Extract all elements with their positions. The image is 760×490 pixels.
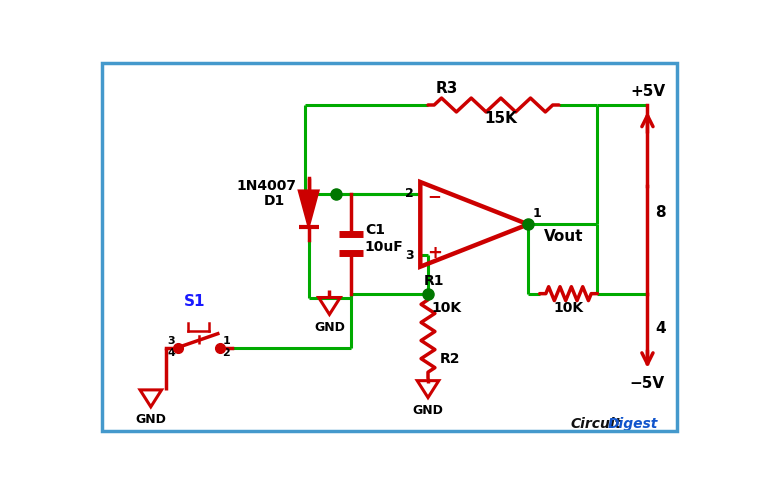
Text: Digest: Digest bbox=[607, 417, 658, 431]
Text: 1: 1 bbox=[223, 336, 230, 345]
Text: 1N4007: 1N4007 bbox=[236, 179, 296, 193]
Text: 4: 4 bbox=[655, 321, 666, 336]
Text: 15K: 15K bbox=[485, 111, 518, 126]
Text: 10K: 10K bbox=[553, 300, 583, 315]
Text: 4: 4 bbox=[168, 348, 176, 358]
Text: 2: 2 bbox=[223, 348, 230, 358]
Text: GND: GND bbox=[314, 320, 345, 334]
Text: 10uF: 10uF bbox=[365, 241, 404, 254]
Text: Circuit: Circuit bbox=[571, 417, 622, 431]
Text: 1: 1 bbox=[533, 207, 541, 220]
Text: −5V: −5V bbox=[630, 376, 665, 391]
Text: R1: R1 bbox=[424, 273, 445, 288]
Text: 3: 3 bbox=[406, 248, 414, 262]
Text: 2: 2 bbox=[405, 187, 414, 200]
Text: D1: D1 bbox=[264, 194, 285, 208]
Text: −: − bbox=[427, 187, 441, 205]
Text: 3: 3 bbox=[168, 336, 176, 345]
Text: +5V: +5V bbox=[630, 84, 665, 98]
Text: Vout: Vout bbox=[543, 229, 583, 244]
Text: C1: C1 bbox=[365, 223, 385, 237]
Text: 8: 8 bbox=[655, 205, 666, 221]
Text: 10K: 10K bbox=[432, 300, 462, 315]
Text: R2: R2 bbox=[439, 352, 460, 366]
Text: R3: R3 bbox=[435, 80, 458, 96]
Polygon shape bbox=[299, 191, 318, 227]
Text: +: + bbox=[426, 244, 442, 262]
Text: GND: GND bbox=[413, 404, 443, 417]
Text: S1: S1 bbox=[184, 294, 205, 309]
Text: GND: GND bbox=[135, 413, 166, 426]
